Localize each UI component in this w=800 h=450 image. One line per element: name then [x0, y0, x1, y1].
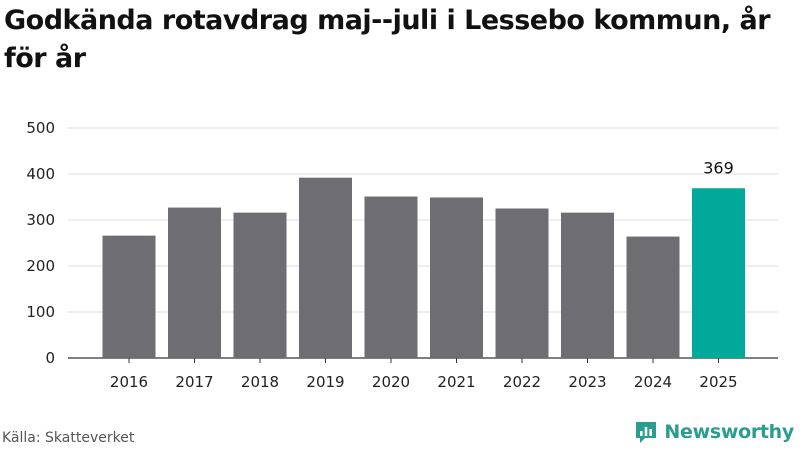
x-tick-label-2023: 2023	[568, 373, 606, 391]
y-tick-label: 400	[26, 165, 55, 183]
x-tick-label-2021: 2021	[437, 373, 475, 391]
bar-2025	[692, 188, 745, 358]
bar-2022	[495, 208, 549, 358]
data-labels: 369	[703, 158, 734, 177]
y-tick-label: 200	[26, 257, 55, 275]
x-tick-label-2016: 2016	[110, 373, 148, 391]
brand-name: Newsworthy	[664, 421, 794, 443]
y-tick-label: 100	[26, 303, 55, 321]
bars	[102, 177, 745, 358]
x-tick-label-2017: 2017	[175, 373, 213, 391]
x-tick-label-2024: 2024	[634, 373, 672, 391]
newsworthy-logo-icon	[636, 422, 657, 443]
bar-2024	[626, 236, 680, 358]
bar-2017	[168, 207, 221, 358]
bar-2023	[561, 212, 614, 358]
x-tick-label-2022: 2022	[503, 373, 541, 391]
x-tick-label-2018: 2018	[241, 373, 279, 391]
y-tick-label: 0	[45, 349, 55, 367]
y-tick-label: 500	[26, 119, 55, 137]
x-tick-label-2025: 2025	[699, 373, 737, 391]
bar-2016	[102, 235, 156, 358]
x-tick-label-2020: 2020	[372, 373, 410, 391]
y-axis-ticks: 0 100 200 300 400 500	[26, 119, 55, 367]
y-tick-label: 300	[26, 211, 55, 229]
source-note: Källa: Skatteverket	[2, 430, 135, 446]
x-axis-ticks: 2016 2017 2018 2019 2020 2021 2022 2023 2024 2025	[110, 358, 738, 391]
x-tick-label-2019: 2019	[306, 373, 344, 391]
bar-2019	[299, 177, 352, 358]
bar-2021	[430, 197, 483, 358]
bar-2020	[364, 196, 418, 358]
chart-title: Godkända rotavdrag maj--juli i Lessebo k…	[4, 5, 771, 74]
brand: Newsworthy	[634, 420, 794, 444]
data-label-2025: 369	[703, 158, 734, 177]
bar-2018	[233, 212, 287, 358]
bar-chart: 0 100 200 300 400 500 2016 2017 2018 2019 2020 202…	[26, 119, 778, 391]
